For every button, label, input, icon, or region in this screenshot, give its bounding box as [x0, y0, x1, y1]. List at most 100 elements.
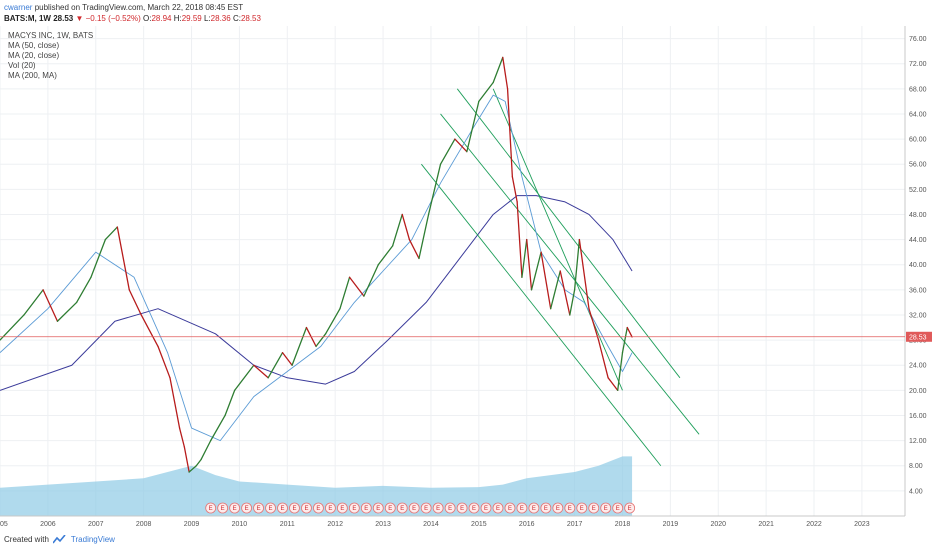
x-tick-label: 2018	[615, 521, 631, 528]
legend-ma20[interactable]: MA (20, close)	[8, 51, 60, 60]
price-segment	[90, 238, 106, 278]
earnings-label: E	[436, 506, 440, 512]
x-tick-label: 2023	[854, 521, 870, 528]
price-segment	[324, 308, 341, 335]
earnings-label: E	[460, 506, 464, 512]
y-tick-label: 36.00	[909, 287, 927, 294]
y-tick-label: 76.00	[909, 36, 927, 43]
legend-symbol[interactable]: MACYS INC, 1W, BATS	[8, 31, 94, 40]
earnings-label: E	[269, 506, 273, 512]
earnings-marker	[468, 502, 480, 514]
down-arrow-icon: ▼	[75, 14, 84, 23]
price-value: 28.53	[53, 14, 74, 23]
earnings-label: E	[233, 506, 237, 512]
created-with-text: Created with	[4, 535, 49, 544]
earnings-marker	[396, 502, 408, 514]
y-tick-label: 60.00	[909, 137, 927, 144]
price-segment	[291, 326, 308, 366]
chart-header: cwarner published on TradingView.com, Ma…	[4, 2, 261, 24]
price-segment	[183, 446, 190, 473]
earnings-marker	[420, 502, 432, 514]
price-segment	[188, 465, 197, 473]
legend-ma50[interactable]: MA (50, close)	[8, 41, 60, 50]
x-tick-label: 2009	[184, 521, 200, 528]
x-tick-label: 2006	[40, 521, 56, 528]
price-segment	[23, 289, 44, 316]
earnings-label: E	[628, 506, 632, 512]
tradingview-link[interactable]: TradingView	[70, 535, 115, 544]
earnings-marker	[372, 502, 384, 514]
earnings-marker	[348, 502, 360, 514]
earnings-label: E	[580, 506, 584, 512]
tradingview-logo-icon	[52, 535, 66, 544]
earnings-label: E	[496, 506, 500, 512]
x-tick-label: 2012	[327, 521, 343, 528]
indicator-legend: MACYS INC, 1W, BATS MA (50, close) MA (2…	[8, 31, 93, 81]
price-segment	[516, 201, 523, 278]
price-segment	[210, 414, 226, 442]
price-segment	[478, 81, 494, 103]
open-value: 28.94	[151, 14, 172, 23]
earnings-label: E	[556, 506, 560, 512]
price-segment	[104, 226, 118, 241]
price-segment	[391, 213, 403, 247]
earnings-marker	[456, 502, 468, 514]
time-axis[interactable]: 2005 2006 2007 2008 2009 2010 2011 2012 2013 2014…	[0, 521, 870, 528]
earnings-label: E	[484, 506, 488, 512]
price-segment	[339, 276, 351, 310]
x-tick-label: 2017	[567, 521, 583, 528]
close-label: C:	[232, 14, 241, 23]
ma-20-line	[0, 94, 633, 442]
earnings-label: E	[328, 506, 332, 512]
earnings-label: E	[520, 506, 524, 512]
earnings-label: E	[424, 506, 428, 512]
x-tick-label: 2020	[710, 521, 726, 528]
earnings-label: E	[400, 506, 404, 512]
high-label: H:	[173, 14, 182, 23]
earnings-marker	[229, 502, 241, 514]
earnings-label: E	[412, 506, 416, 512]
earnings-label: E	[544, 506, 548, 512]
price-segment	[178, 427, 186, 448]
symbol-label[interactable]: BATS:M, 1W	[4, 14, 51, 23]
price-segment	[427, 163, 442, 216]
publish-info: cwarner published on TradingView.com, Ma…	[4, 2, 261, 13]
price-segment	[550, 270, 561, 310]
series-lines	[0, 56, 700, 473]
y-tick-label: 64.00	[909, 111, 927, 118]
y-tick-label: 24.00	[909, 363, 927, 370]
earnings-marker	[408, 502, 420, 514]
price-segment	[56, 301, 78, 322]
y-tick-label: 52.00	[909, 187, 927, 194]
earnings-label: E	[508, 506, 512, 512]
earnings-label: E	[281, 506, 285, 512]
earnings-label: E	[592, 506, 596, 512]
y-tick-label: 44.00	[909, 237, 927, 244]
price-segment	[267, 352, 284, 379]
earnings-label: E	[388, 506, 392, 512]
legend-ma200[interactable]: MA (200, MA)	[8, 71, 57, 80]
price-axis[interactable]: 76.00 72.00 68.00 64.00 60.00 56.00 52.00 48.00…	[909, 36, 927, 495]
earnings-marker	[289, 502, 300, 514]
x-tick-label: 2005	[0, 521, 8, 528]
ma-200-line	[0, 195, 633, 391]
price-segment	[597, 339, 609, 379]
price-segment	[569, 289, 576, 316]
price-segment	[626, 326, 633, 338]
earnings-marker	[504, 502, 516, 514]
earnings-label: E	[376, 506, 380, 512]
author-link[interactable]: cwarner	[4, 3, 33, 12]
earnings-marker	[241, 502, 253, 514]
price-segment	[116, 226, 130, 291]
earnings-marker	[576, 502, 588, 514]
y-tick-label: 8.00	[909, 463, 923, 470]
earnings-marker	[540, 502, 552, 514]
legend-volume[interactable]: Vol (20)	[8, 61, 36, 70]
price-segment	[573, 238, 581, 291]
y-tick-label: 20.00	[909, 388, 927, 395]
publish-text: published on TradingView.com, March 22, …	[34, 3, 244, 12]
price-segment	[526, 238, 533, 291]
price-segment	[502, 56, 509, 90]
